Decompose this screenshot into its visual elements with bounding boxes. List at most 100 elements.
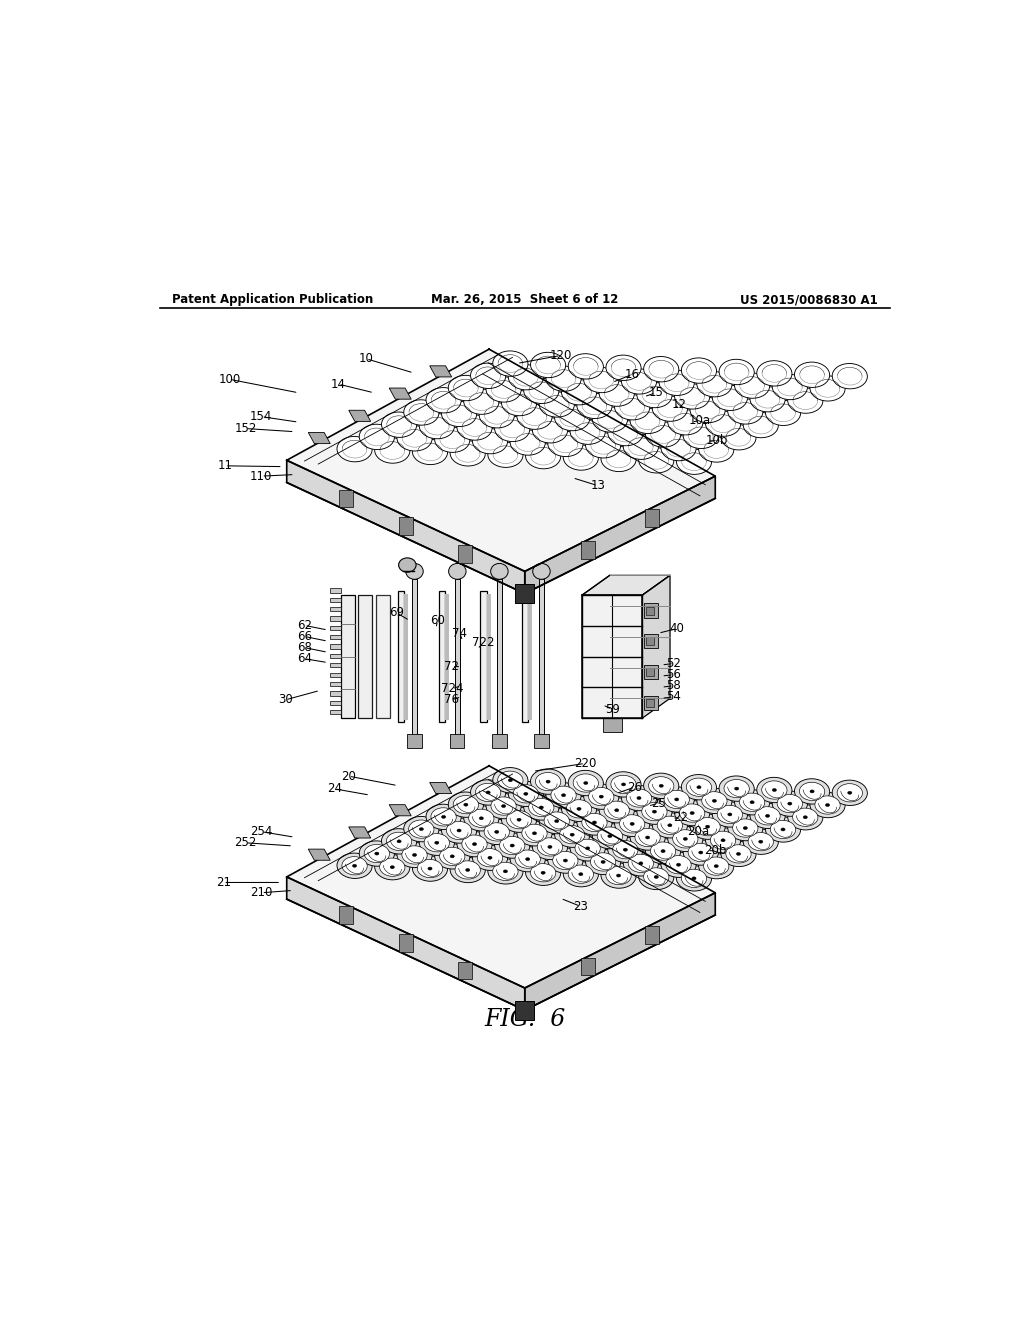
Ellipse shape xyxy=(601,863,636,888)
Ellipse shape xyxy=(434,428,470,453)
Ellipse shape xyxy=(457,414,493,440)
Polygon shape xyxy=(493,734,507,748)
Ellipse shape xyxy=(487,859,523,884)
Ellipse shape xyxy=(614,395,650,420)
Ellipse shape xyxy=(592,821,597,824)
Ellipse shape xyxy=(606,355,641,380)
Ellipse shape xyxy=(553,851,578,870)
Ellipse shape xyxy=(777,795,803,813)
Ellipse shape xyxy=(352,865,356,867)
Ellipse shape xyxy=(582,813,607,832)
Polygon shape xyxy=(389,388,412,399)
Text: 12: 12 xyxy=(672,399,687,412)
Ellipse shape xyxy=(728,399,763,424)
Ellipse shape xyxy=(608,837,643,862)
Ellipse shape xyxy=(426,388,461,413)
Text: 30: 30 xyxy=(278,693,293,706)
Text: 100: 100 xyxy=(218,372,241,385)
Ellipse shape xyxy=(561,796,597,821)
Ellipse shape xyxy=(734,374,770,399)
Polygon shape xyxy=(404,594,409,719)
Ellipse shape xyxy=(449,564,466,579)
Ellipse shape xyxy=(701,792,727,810)
Ellipse shape xyxy=(772,788,776,792)
Ellipse shape xyxy=(664,791,689,809)
Ellipse shape xyxy=(510,843,514,847)
Ellipse shape xyxy=(599,381,634,407)
Ellipse shape xyxy=(530,863,556,882)
Text: 220: 220 xyxy=(573,756,596,770)
Ellipse shape xyxy=(848,791,852,795)
Ellipse shape xyxy=(739,793,765,812)
Text: Patent Application Publication: Patent Application Publication xyxy=(172,293,373,306)
Ellipse shape xyxy=(639,447,674,473)
Polygon shape xyxy=(330,589,341,593)
Text: 120: 120 xyxy=(549,348,571,362)
Polygon shape xyxy=(287,766,715,987)
Ellipse shape xyxy=(833,363,867,389)
Bar xyxy=(645,927,658,944)
Ellipse shape xyxy=(589,788,614,805)
Ellipse shape xyxy=(498,771,523,789)
Ellipse shape xyxy=(606,772,641,797)
Text: 15: 15 xyxy=(648,387,664,400)
Ellipse shape xyxy=(397,840,401,843)
Ellipse shape xyxy=(515,850,541,869)
Ellipse shape xyxy=(584,784,618,809)
Ellipse shape xyxy=(428,867,432,870)
Text: 56: 56 xyxy=(667,668,681,681)
Ellipse shape xyxy=(513,784,539,803)
Ellipse shape xyxy=(532,417,567,444)
Polygon shape xyxy=(524,892,715,1010)
Ellipse shape xyxy=(624,849,628,851)
Ellipse shape xyxy=(766,814,770,817)
Ellipse shape xyxy=(637,383,672,408)
Ellipse shape xyxy=(675,800,710,826)
Ellipse shape xyxy=(721,838,725,842)
Ellipse shape xyxy=(563,859,567,862)
Ellipse shape xyxy=(614,812,650,837)
Ellipse shape xyxy=(584,367,618,392)
Ellipse shape xyxy=(577,809,612,836)
Ellipse shape xyxy=(642,803,667,821)
Ellipse shape xyxy=(403,817,439,842)
Ellipse shape xyxy=(838,784,862,803)
Ellipse shape xyxy=(659,370,694,396)
Polygon shape xyxy=(330,607,341,611)
Ellipse shape xyxy=(502,805,506,808)
Ellipse shape xyxy=(698,851,702,854)
Ellipse shape xyxy=(493,767,528,793)
Ellipse shape xyxy=(449,375,483,401)
Ellipse shape xyxy=(795,362,829,388)
Polygon shape xyxy=(397,591,404,722)
Ellipse shape xyxy=(622,785,656,810)
Ellipse shape xyxy=(563,862,598,887)
Ellipse shape xyxy=(586,847,590,850)
Ellipse shape xyxy=(683,837,687,841)
Text: 11: 11 xyxy=(217,459,232,473)
Text: 110: 110 xyxy=(250,470,272,483)
Ellipse shape xyxy=(637,799,672,824)
Ellipse shape xyxy=(570,418,605,445)
Ellipse shape xyxy=(530,352,565,378)
Ellipse shape xyxy=(464,805,499,832)
Ellipse shape xyxy=(697,785,701,789)
Text: 254: 254 xyxy=(250,825,272,838)
Ellipse shape xyxy=(546,366,582,391)
Ellipse shape xyxy=(532,834,567,859)
Ellipse shape xyxy=(750,803,785,829)
Ellipse shape xyxy=(568,771,603,796)
Ellipse shape xyxy=(800,783,824,800)
Ellipse shape xyxy=(666,855,691,874)
Ellipse shape xyxy=(668,409,702,434)
Ellipse shape xyxy=(668,826,702,851)
Ellipse shape xyxy=(462,836,487,853)
Ellipse shape xyxy=(419,830,455,855)
Ellipse shape xyxy=(703,857,729,875)
Ellipse shape xyxy=(599,797,634,822)
Ellipse shape xyxy=(713,385,748,411)
Polygon shape xyxy=(349,826,371,838)
Ellipse shape xyxy=(584,781,588,784)
Ellipse shape xyxy=(575,840,600,858)
Ellipse shape xyxy=(434,841,439,845)
